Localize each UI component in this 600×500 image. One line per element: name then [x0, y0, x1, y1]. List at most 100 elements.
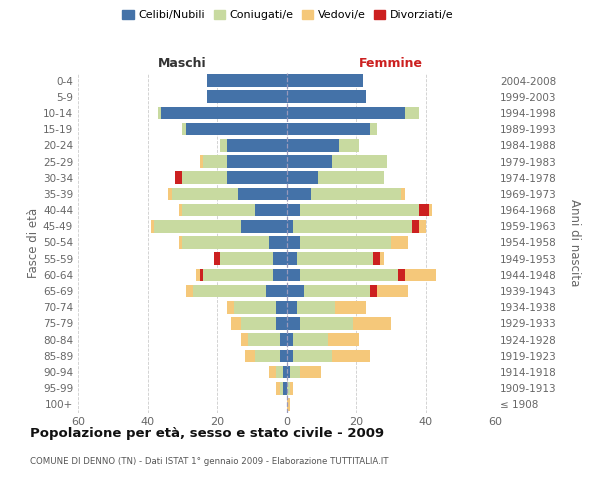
Bar	[287, 317, 301, 330]
Bar	[182, 204, 255, 216]
Bar	[227, 172, 287, 184]
Bar	[186, 123, 287, 136]
Bar	[287, 268, 301, 281]
Bar	[206, 74, 287, 87]
Bar	[404, 106, 419, 120]
Bar	[280, 382, 283, 394]
Bar	[227, 155, 287, 168]
Bar	[301, 204, 419, 216]
Bar	[276, 301, 287, 314]
Bar	[196, 268, 200, 281]
Bar	[206, 90, 287, 103]
Bar	[304, 285, 370, 298]
Bar	[419, 204, 429, 216]
Bar	[283, 366, 287, 378]
Bar	[272, 252, 287, 265]
Bar	[241, 317, 276, 330]
Bar	[353, 317, 391, 330]
Bar	[182, 172, 227, 184]
Bar	[335, 301, 367, 314]
Bar	[287, 301, 297, 314]
Text: Femmine: Femmine	[359, 57, 423, 70]
Bar	[293, 220, 412, 232]
Bar	[169, 188, 172, 200]
Bar	[287, 350, 293, 362]
Bar	[203, 155, 227, 168]
Bar	[287, 74, 363, 87]
Bar	[154, 220, 241, 232]
Bar	[370, 123, 377, 136]
Bar	[276, 382, 280, 394]
Bar	[287, 236, 301, 249]
Bar	[241, 220, 287, 232]
Bar	[293, 334, 328, 346]
Bar	[377, 285, 408, 298]
Bar	[248, 334, 280, 346]
Bar	[287, 172, 318, 184]
Bar	[276, 317, 287, 330]
Bar	[332, 350, 370, 362]
Y-axis label: Anni di nascita: Anni di nascita	[568, 199, 581, 286]
Bar	[370, 285, 377, 298]
Bar	[293, 350, 332, 362]
Bar	[172, 188, 238, 200]
Bar	[266, 285, 287, 298]
Bar	[429, 204, 433, 216]
Bar	[287, 366, 290, 378]
Bar	[287, 155, 332, 168]
Bar	[227, 139, 287, 151]
Y-axis label: Fasce di età: Fasce di età	[27, 208, 40, 278]
Bar	[276, 366, 283, 378]
Bar	[227, 301, 235, 314]
Bar	[280, 350, 287, 362]
Bar	[287, 123, 370, 136]
Bar	[179, 204, 182, 216]
Bar	[269, 236, 287, 249]
Bar	[269, 366, 276, 378]
Bar	[203, 268, 272, 281]
Bar	[283, 382, 287, 394]
Bar	[332, 155, 387, 168]
Bar	[301, 366, 321, 378]
Bar	[182, 236, 269, 249]
Bar	[311, 188, 401, 200]
Bar	[287, 220, 293, 232]
Bar	[287, 382, 290, 394]
Text: Popolazione per età, sesso e stato civile - 2009: Popolazione per età, sesso e stato civil…	[30, 428, 384, 440]
Bar	[182, 123, 186, 136]
Bar	[301, 317, 353, 330]
Bar	[318, 172, 384, 184]
Bar	[179, 236, 182, 249]
Bar	[297, 301, 335, 314]
Bar	[151, 220, 154, 232]
Bar	[200, 268, 203, 281]
Bar	[401, 188, 404, 200]
Bar	[193, 285, 266, 298]
Bar	[380, 252, 384, 265]
Bar	[272, 268, 287, 281]
Bar	[398, 268, 404, 281]
Bar	[412, 220, 419, 232]
Bar	[287, 90, 367, 103]
Bar	[231, 317, 241, 330]
Legend: Celibi/Nubili, Coniugati/e, Vedovi/e, Divorziati/e: Celibi/Nubili, Coniugati/e, Vedovi/e, Di…	[118, 6, 458, 25]
Bar	[245, 350, 255, 362]
Bar	[238, 188, 287, 200]
Bar	[255, 204, 287, 216]
Bar	[214, 252, 220, 265]
Bar	[287, 252, 297, 265]
Bar	[338, 139, 359, 151]
Bar	[186, 285, 193, 298]
Bar	[287, 398, 290, 410]
Bar	[220, 139, 227, 151]
Bar	[287, 106, 404, 120]
Bar	[290, 382, 293, 394]
Bar	[280, 334, 287, 346]
Bar	[175, 172, 182, 184]
Text: Maschi: Maschi	[158, 57, 206, 70]
Bar	[301, 268, 398, 281]
Bar	[301, 236, 391, 249]
Bar	[241, 334, 248, 346]
Bar	[297, 252, 373, 265]
Bar	[235, 301, 276, 314]
